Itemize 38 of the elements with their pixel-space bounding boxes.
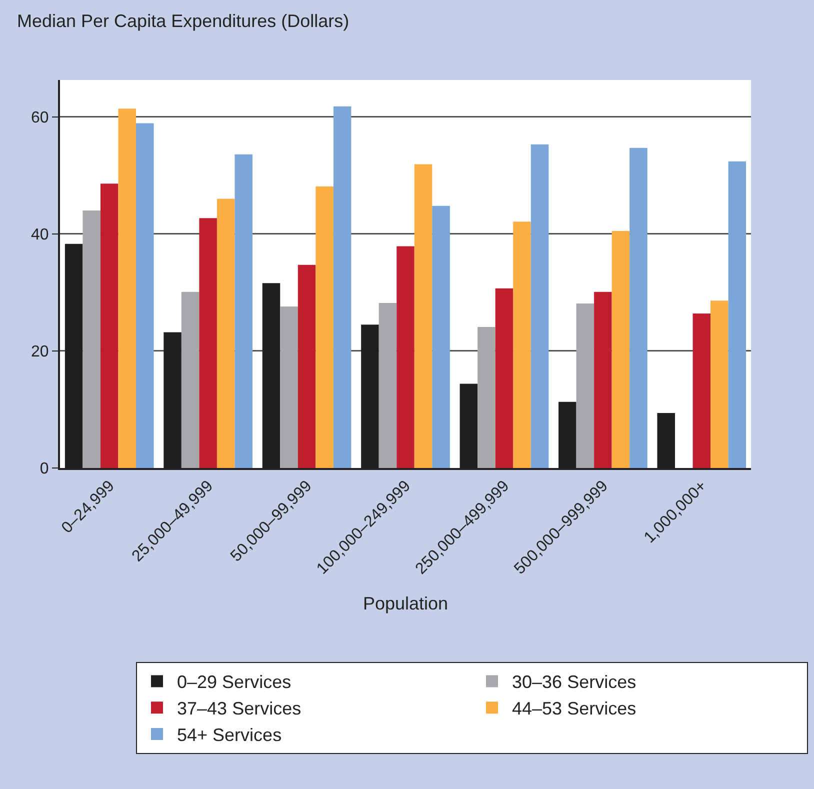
bar <box>692 314 711 468</box>
legend-label: 0–29 Services <box>177 672 292 692</box>
bar <box>234 154 252 468</box>
bar <box>414 164 432 468</box>
bar <box>298 264 316 468</box>
bar <box>594 292 612 468</box>
bar <box>100 184 118 468</box>
bar <box>530 144 549 468</box>
bar <box>333 106 352 468</box>
bar <box>432 206 450 468</box>
legend-label: 37–43 Services <box>177 698 302 719</box>
y-tick-label: 60 <box>31 109 49 126</box>
bar <box>630 148 648 468</box>
bar <box>316 186 334 468</box>
bar <box>199 218 217 468</box>
x-axis-title: Population <box>362 593 448 614</box>
bar <box>396 246 414 468</box>
bar <box>728 161 746 468</box>
legend-label: 44–53 Services <box>512 698 636 719</box>
bar <box>612 230 630 468</box>
bar <box>710 300 728 468</box>
bar <box>495 288 514 468</box>
bar <box>136 123 154 468</box>
bar <box>280 306 298 468</box>
bar <box>216 198 235 468</box>
y-tick-label: 40 <box>31 226 49 244</box>
y-axis-title: Median Per Capita Expenditures (Dollars) <box>17 11 350 31</box>
bar <box>181 292 200 468</box>
y-tick-label: 20 <box>31 344 49 361</box>
legend-label: 30–36 Services <box>512 672 636 692</box>
bar <box>513 222 531 468</box>
bar <box>378 302 397 468</box>
bar <box>118 108 136 468</box>
legend-label: 54+ Services <box>177 725 282 746</box>
bar <box>576 304 594 468</box>
y-tick-label: 0 <box>40 460 49 478</box>
bar <box>478 326 496 468</box>
bar <box>82 210 100 468</box>
